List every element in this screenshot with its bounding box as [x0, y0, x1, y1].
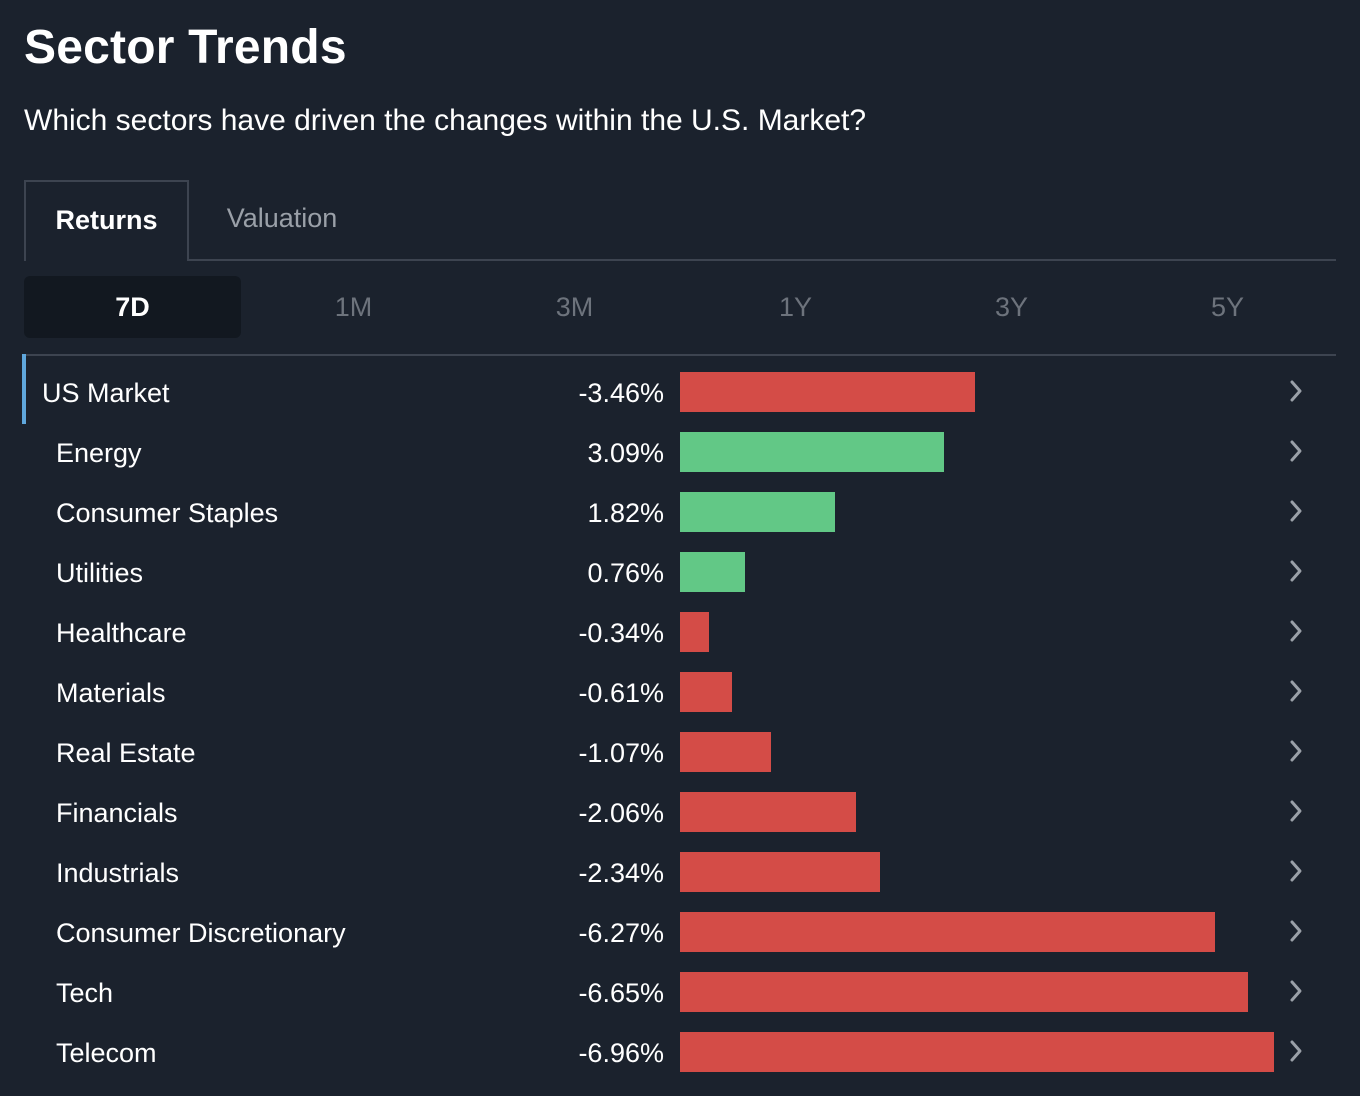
sector-return-bar	[680, 912, 1215, 952]
chevron-right-icon[interactable]	[1284, 619, 1308, 643]
chevron-right-icon[interactable]	[1284, 739, 1308, 763]
sector-row-us-market[interactable]: US Market -3.46%	[22, 354, 1336, 424]
sector-return-label: -3.46%	[578, 378, 664, 408]
chevron-right-icon[interactable]	[1284, 799, 1308, 823]
period-7d[interactable]: 7D	[24, 276, 241, 338]
sector-row-tech[interactable]: Tech -6.65%	[22, 954, 1336, 1014]
chevron-right-icon[interactable]	[1284, 979, 1308, 1003]
sector-return-label: -0.61%	[578, 678, 664, 708]
sector-return-label: 0.76%	[587, 558, 664, 588]
period-1y[interactable]: 1Y	[778, 292, 813, 322]
sector-row-consumer-discretionary[interactable]: Consumer Discretionary -6.27%	[22, 894, 1336, 954]
sector-return-bar	[680, 732, 771, 772]
sector-return-bar	[680, 552, 745, 592]
sector-return-bar	[680, 792, 856, 832]
sector-return-label: 1.82%	[587, 498, 664, 528]
sector-row-financials[interactable]: Financials -2.06%	[22, 774, 1336, 834]
sector-return-bar	[680, 432, 944, 472]
sector-return-label: -6.96%	[578, 1038, 664, 1068]
sector-name: Consumer Discretionary	[56, 918, 346, 948]
period-3m[interactable]: 3M	[555, 292, 594, 322]
period-5y[interactable]: 5Y	[1210, 292, 1245, 322]
sector-return-bar	[680, 1032, 1274, 1072]
sector-row-materials[interactable]: Materials -0.61%	[22, 654, 1336, 714]
metric-tabs: Returns Valuation	[24, 180, 1336, 261]
sector-return-bar	[680, 672, 732, 712]
sector-row-healthcare[interactable]: Healthcare -0.34%	[22, 594, 1336, 654]
sector-return-label: -1.07%	[578, 738, 664, 768]
chevron-right-icon[interactable]	[1284, 439, 1308, 463]
sector-return-bar	[680, 972, 1248, 1012]
chevron-right-icon[interactable]	[1284, 919, 1308, 943]
sector-name: Telecom	[56, 1038, 157, 1068]
sector-return-label: -6.27%	[578, 918, 664, 948]
sector-return-label: 3.09%	[587, 438, 664, 468]
sector-name: Consumer Staples	[56, 498, 279, 528]
sector-row-energy[interactable]: Energy 3.09%	[22, 414, 1336, 474]
sector-name: Utilities	[56, 558, 144, 588]
sector-name: Industrials	[56, 858, 180, 888]
tab-valuation[interactable]: Valuation	[226, 203, 338, 233]
sector-return-label: -0.34%	[578, 618, 664, 648]
sector-name: US Market	[42, 378, 170, 408]
sector-row-utilities[interactable]: Utilities 0.76%	[22, 534, 1336, 594]
sector-row-consumer-staples[interactable]: Consumer Staples 1.82%	[22, 474, 1336, 534]
sector-return-label: -6.65%	[578, 978, 664, 1008]
chevron-right-icon[interactable]	[1284, 559, 1308, 583]
page-subtitle: Which sectors have driven the changes wi…	[24, 104, 867, 137]
sector-return-bar	[680, 492, 835, 532]
sector-return-bar	[680, 372, 975, 412]
selected-row-indicator	[22, 354, 26, 424]
sector-return-label: -2.06%	[578, 798, 664, 828]
tab-returns[interactable]: Returns	[24, 180, 189, 261]
sector-return-bar	[680, 612, 709, 652]
chevron-right-icon[interactable]	[1284, 379, 1308, 403]
sector-name: Real Estate	[56, 738, 196, 768]
chevron-right-icon[interactable]	[1284, 1039, 1308, 1063]
chevron-right-icon[interactable]	[1284, 499, 1308, 523]
sector-row-industrials[interactable]: Industrials -2.34%	[22, 834, 1336, 894]
period-selector: 7D 1M 3M 1Y 3Y 5Y	[24, 276, 1336, 356]
period-1m[interactable]: 1M	[334, 292, 373, 322]
sector-name: Materials	[56, 678, 166, 708]
chevron-right-icon[interactable]	[1284, 859, 1308, 883]
sector-name: Tech	[56, 978, 114, 1008]
sector-name: Healthcare	[56, 618, 187, 648]
sector-return-label: -2.34%	[578, 858, 664, 888]
sector-return-bar	[680, 852, 880, 892]
sector-name: Energy	[56, 438, 142, 468]
sector-row-telecom[interactable]: Telecom -6.96%	[22, 1014, 1336, 1074]
sector-name: Financials	[56, 798, 178, 828]
sector-row-real-estate[interactable]: Real Estate -1.07%	[22, 714, 1336, 774]
page-title: Sector Trends	[24, 21, 347, 74]
period-3y[interactable]: 3Y	[994, 292, 1029, 322]
chevron-right-icon[interactable]	[1284, 679, 1308, 703]
